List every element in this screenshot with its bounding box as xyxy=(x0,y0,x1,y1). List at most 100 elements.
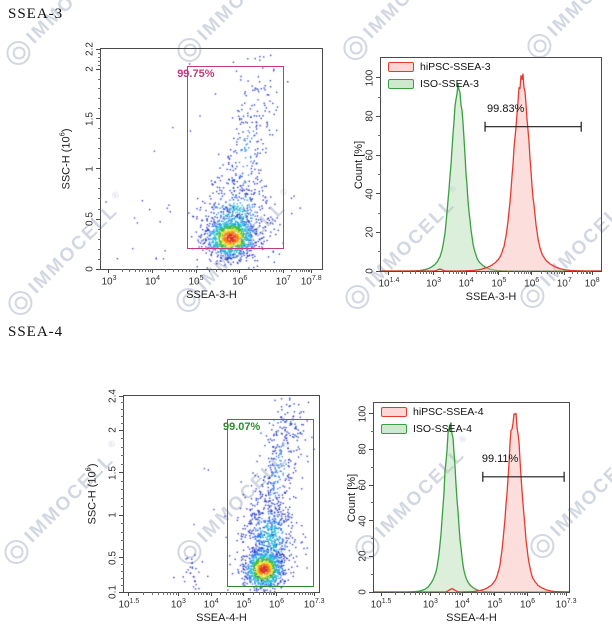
x-minor-tick xyxy=(481,271,483,274)
x-minor-tick xyxy=(296,269,298,272)
y-major-tick xyxy=(369,555,373,557)
y-axis-tick-label: 2 xyxy=(84,66,96,72)
x-axis-tick-label: 103 xyxy=(170,598,186,611)
immocell-logo-inner xyxy=(348,287,367,307)
x-minor-tick xyxy=(208,269,210,272)
y-minor-tick xyxy=(121,409,124,411)
x-minor-tick xyxy=(553,271,555,274)
y-minor-tick xyxy=(121,577,124,579)
y-minor-tick xyxy=(121,584,124,586)
x-minor-tick xyxy=(538,592,540,595)
y-axis-tick-label: 100 xyxy=(364,69,376,87)
y-minor-tick xyxy=(98,98,101,100)
x-minor-tick xyxy=(230,592,232,595)
x-minor-tick xyxy=(588,271,590,274)
x-minor-tick xyxy=(460,271,462,274)
x-axis-tick-label: 105 xyxy=(487,598,503,611)
y-major-tick xyxy=(376,154,380,156)
x-axis-tick-label: 104 xyxy=(144,275,160,288)
x-minor-tick xyxy=(268,592,270,595)
x-minor-tick xyxy=(452,592,454,595)
y-axis-tick-label: 0 xyxy=(84,266,96,272)
y-minor-tick xyxy=(121,571,124,573)
x-minor-tick xyxy=(558,271,560,274)
x-minor-tick xyxy=(240,592,242,595)
x-minor-tick xyxy=(253,592,255,595)
x-minor-tick xyxy=(445,592,447,595)
y-minor-tick xyxy=(378,251,381,253)
positive-gate-marker xyxy=(482,471,565,482)
x-minor-tick xyxy=(232,269,234,272)
x-minor-tick xyxy=(306,269,308,272)
x-minor-tick xyxy=(221,269,223,272)
y-minor-tick xyxy=(378,212,381,214)
y-major-tick xyxy=(96,68,100,70)
x-minor-tick xyxy=(517,592,519,595)
y-minor-tick xyxy=(121,548,124,550)
y-minor-tick xyxy=(378,173,381,175)
x-minor-tick xyxy=(518,271,520,274)
x-axis-title: SSEA-4-H xyxy=(196,612,247,624)
x-axis-tick-label: 105 xyxy=(236,598,252,611)
legend-item-label: hiPSC-SSEA-3 xyxy=(420,61,491,73)
x-minor-tick xyxy=(471,592,473,595)
y-major-tick xyxy=(369,448,373,450)
y-major-tick xyxy=(96,118,100,120)
x-minor-tick xyxy=(280,269,282,272)
y-minor-tick xyxy=(98,88,101,90)
x-minor-tick xyxy=(481,592,483,595)
x-minor-tick xyxy=(550,592,552,595)
x-axis-title: SSEA-3-H xyxy=(465,291,517,303)
y-axis-title: Count [%] xyxy=(353,140,365,189)
x-minor-tick xyxy=(193,269,195,272)
x-minor-tick xyxy=(175,592,177,595)
x-minor-tick xyxy=(557,592,558,595)
x-major-tick xyxy=(461,592,463,596)
ssea3-hist-plot: 101.4 103 104 105 106 107 108 0 20 40 60 80 100 SSEA-… xyxy=(353,57,602,303)
x-minor-tick xyxy=(278,269,280,272)
x-axis-tick-label: 101.4 xyxy=(378,277,400,290)
x-minor-tick xyxy=(260,269,262,272)
x-minor-tick xyxy=(489,592,491,595)
histogram-fill-ISO-SSEA-4 xyxy=(374,422,569,592)
legend-item: hiPSC-SSEA-3 xyxy=(388,61,491,73)
y-minor-tick xyxy=(121,564,124,566)
legend-swatch-icon xyxy=(388,79,414,89)
y-minor-tick xyxy=(98,138,101,140)
y-minor-tick xyxy=(121,480,124,482)
section-title-ssea3: SSEA-3 xyxy=(8,6,64,22)
x-minor-tick xyxy=(475,271,477,274)
y-major-tick xyxy=(369,413,373,415)
x-minor-tick xyxy=(409,271,411,274)
x-major-tick xyxy=(151,269,153,273)
x-minor-tick xyxy=(165,269,167,272)
legend-item: hiPSC-SSEA-4 xyxy=(381,406,484,418)
y-axis-tick-label: 2 xyxy=(107,427,119,433)
x-minor-tick xyxy=(418,592,420,595)
x-minor-tick xyxy=(236,592,237,595)
x-minor-tick xyxy=(525,592,527,595)
x-minor-tick xyxy=(307,592,309,595)
y-axis-tick-label: 0.5 xyxy=(84,212,96,226)
x-minor-tick xyxy=(304,269,306,272)
x-minor-tick xyxy=(158,592,160,595)
y-axis-title: SSC-H (106) xyxy=(57,128,73,190)
x-minor-tick xyxy=(431,271,433,274)
x-minor-tick xyxy=(458,271,460,274)
x-minor-tick xyxy=(170,592,172,595)
x-minor-tick xyxy=(580,271,582,274)
x-minor-tick xyxy=(559,592,561,595)
watermark: IMMOCELL® xyxy=(338,0,467,65)
marker-percentage-label: 99.83% xyxy=(487,103,525,116)
y-axis-tick-label: 60 xyxy=(357,479,369,491)
x-major-tick xyxy=(429,592,431,596)
x-minor-tick xyxy=(523,271,525,274)
registered-mark-icon: ® xyxy=(105,438,118,450)
x-minor-tick xyxy=(521,271,523,274)
x-major-tick xyxy=(239,269,241,273)
y-minor-tick xyxy=(121,531,124,533)
x-minor-tick xyxy=(556,271,558,274)
x-minor-tick xyxy=(216,269,218,272)
x-minor-tick xyxy=(220,592,222,595)
x-major-tick xyxy=(108,269,110,273)
